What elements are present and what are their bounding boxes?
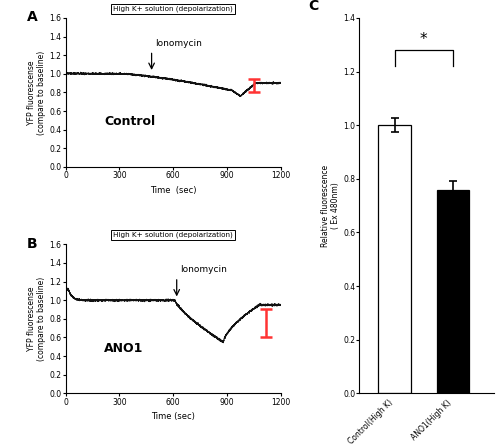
Text: A: A (27, 10, 37, 25)
Y-axis label: Relative fluorescence
( Ex 480nm): Relative fluorescence ( Ex 480nm) (321, 164, 340, 247)
Text: ANO1: ANO1 (104, 342, 144, 354)
Text: High K+ solution (depolarization): High K+ solution (depolarization) (113, 5, 233, 12)
Text: Ionomycin: Ionomycin (180, 265, 227, 274)
Text: High K+ solution (depolarization): High K+ solution (depolarization) (113, 232, 233, 238)
Text: Control: Control (104, 115, 155, 128)
X-axis label: Time  (sec): Time (sec) (150, 186, 197, 194)
Text: Ionomycin: Ionomycin (155, 39, 202, 48)
Text: C: C (308, 0, 319, 13)
Text: B: B (27, 237, 37, 251)
Text: *: * (420, 32, 427, 47)
Y-axis label: YFP fluorescense
(compare to baseline): YFP fluorescense (compare to baseline) (27, 50, 46, 135)
Bar (379, 125, 411, 393)
Y-axis label: YFP fluorescense
(compare to baseline): YFP fluorescense (compare to baseline) (27, 277, 46, 361)
X-axis label: Time (sec): Time (sec) (151, 412, 195, 421)
Bar (437, 190, 469, 393)
